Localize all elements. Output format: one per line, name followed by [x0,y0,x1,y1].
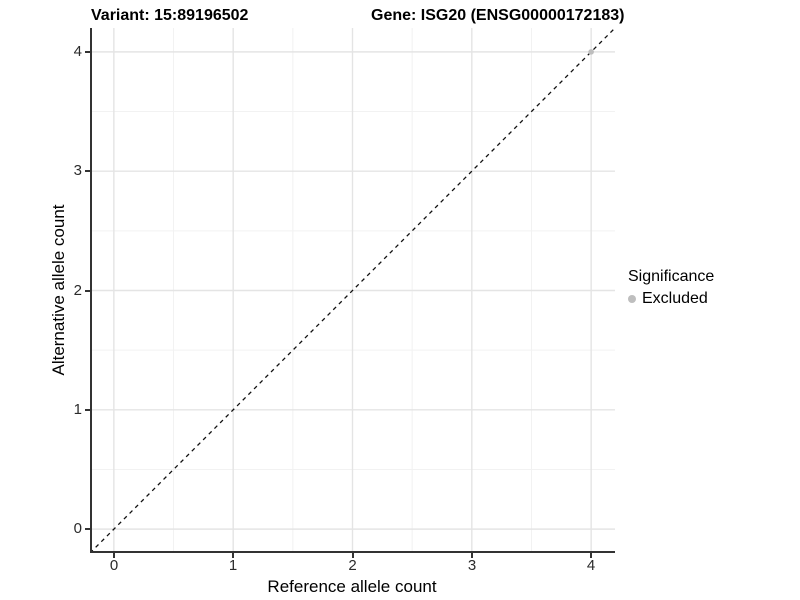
y-tick-label: 1 [73,401,82,418]
x-tick-label: 3 [467,557,477,574]
plot-panel [90,28,615,553]
legend-title: Significance [628,268,715,285]
y-tick-mark [85,51,90,53]
x-tick-mark [351,553,354,558]
legend-item-excluded: Excluded [628,290,714,308]
y-tick-label: 2 [73,281,82,299]
x-tick-mark [232,553,234,558]
legend-item-label: Excluded [642,290,708,307]
x-tick-mark [471,553,473,558]
x-tick-mark [113,553,115,558]
x-tick-label: 2 [348,557,357,574]
y-tick-label: 3 [73,162,82,179]
x-tick-label: 4 [586,557,596,574]
y-tick-mark [85,170,90,172]
y-tick-mark [85,409,90,411]
x-tick-mark [590,553,592,558]
legend: Significance Excluded [628,267,714,308]
y-axis-title: Alternative allele count [49,204,68,376]
x-tick-label: 0 [109,557,119,574]
y-tick-mark [85,528,90,530]
y-tick-label: 4 [73,43,82,60]
x-axis-title: Reference allele count [267,577,437,596]
gene-title: Gene: ISG20 (ENSG00000172183) [371,7,625,24]
x-tick-label: 1 [228,557,238,574]
variant-title: Variant: 15:89196502 [91,7,249,24]
excluded-point-swatch-icon [628,295,636,303]
y-tick-label: 0 [73,520,82,537]
scatter-plot-canvas [90,28,615,553]
y-tick-mark [85,289,90,292]
